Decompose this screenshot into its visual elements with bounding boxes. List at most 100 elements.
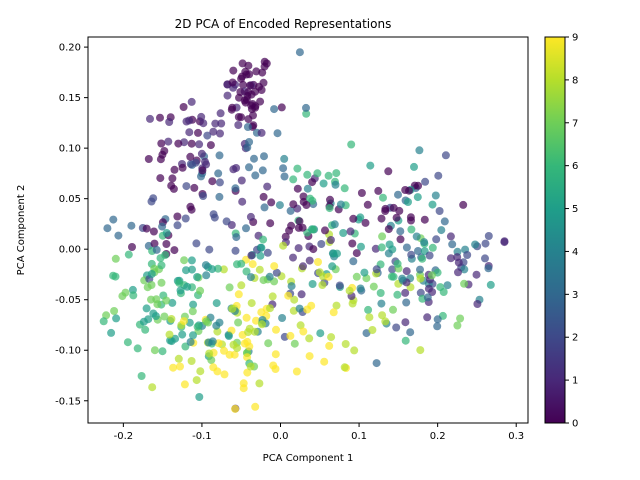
scatter-point <box>325 204 334 213</box>
scatter-point <box>102 311 111 320</box>
scatter-point <box>272 268 281 277</box>
scatter-point <box>401 288 410 297</box>
scatter-point <box>398 274 407 283</box>
scatter-point <box>446 254 455 263</box>
scatter-point <box>233 260 241 269</box>
scatter-point <box>199 192 208 200</box>
scatter-point <box>139 317 148 326</box>
scatter-point <box>381 207 390 215</box>
scatter-point <box>170 246 179 255</box>
scatter-points <box>99 48 509 413</box>
scatter-point <box>158 150 167 159</box>
scatter-point <box>248 260 257 269</box>
scatter-point <box>167 315 176 323</box>
scatter-point <box>270 262 279 271</box>
scatter-point <box>182 182 191 191</box>
scatter-point <box>413 193 422 202</box>
scatter-point <box>216 129 224 138</box>
scatter-point <box>192 239 201 248</box>
scatter-point <box>190 183 199 192</box>
scatter-point <box>164 137 173 146</box>
scatter-point <box>299 192 308 201</box>
scatter-point <box>277 103 286 112</box>
scatter-point <box>157 139 166 148</box>
scatter-point <box>182 117 191 126</box>
scatter-point <box>250 154 258 163</box>
scatter-point <box>186 152 195 161</box>
scatter-point <box>232 164 241 172</box>
scatter-point <box>297 290 306 299</box>
scatter-point <box>273 129 282 138</box>
scatter-point <box>428 243 437 252</box>
scatter-point <box>275 201 284 210</box>
scatter-point <box>239 80 247 89</box>
scatter-point <box>500 238 509 247</box>
scatter-point <box>481 254 489 263</box>
y-axis-ticks: -0.15 -0.10 -0.05 0.00 0.05 0.10 0.15 0.20 <box>55 43 88 407</box>
scatter-point <box>144 155 153 163</box>
scatter-point <box>407 225 416 234</box>
scatter-point <box>234 318 243 327</box>
scatter-point <box>263 182 272 191</box>
scatter-point <box>377 214 386 223</box>
scatter-point <box>303 184 312 193</box>
scatter-point <box>175 278 184 287</box>
scatter-point <box>245 70 254 79</box>
colorbar-tick-label: 5 <box>572 204 578 215</box>
scatter-point <box>406 213 415 222</box>
scatter-point <box>112 314 121 323</box>
scatter-point <box>187 139 196 148</box>
scatter-point <box>384 249 393 258</box>
scatter-point <box>416 346 425 355</box>
scatter-point <box>364 305 373 314</box>
scatter-point <box>428 200 437 209</box>
scatter-point <box>244 115 253 124</box>
scatter-point <box>284 291 293 300</box>
scatter-point <box>352 272 361 281</box>
y-tick-label: 0.10 <box>59 144 81 155</box>
scatter-point <box>263 248 272 257</box>
scatter-point <box>195 140 204 149</box>
scatter-point <box>188 307 197 316</box>
scatter-point <box>239 384 248 393</box>
y-tick-label: 0.05 <box>59 194 81 205</box>
chart-title: 2D PCA of Encoded Representations <box>175 17 392 31</box>
scatter-point <box>179 317 188 326</box>
scatter-point <box>180 256 189 265</box>
scatter-point <box>157 261 166 270</box>
scatter-point <box>313 169 322 178</box>
scatter-point <box>290 339 299 348</box>
scatter-point <box>471 240 480 249</box>
x-tick-label: -0.1 <box>192 431 212 442</box>
scatter-point <box>129 291 138 300</box>
scatter-point <box>385 240 394 249</box>
scatter-point <box>180 380 189 389</box>
scatter-point <box>222 217 231 226</box>
scatter-point <box>481 239 490 248</box>
scatter-point <box>256 251 265 260</box>
scatter-point <box>242 313 251 322</box>
scatter-point <box>360 268 369 277</box>
scatter-point <box>423 313 432 322</box>
scatter-point <box>199 119 208 128</box>
scatter-point <box>264 339 273 348</box>
scatter-point <box>195 393 204 401</box>
scatter-point <box>372 265 381 274</box>
scatter-point <box>416 274 425 283</box>
scatter-point <box>302 201 311 209</box>
scatter-point <box>260 152 268 161</box>
scatter-point <box>340 363 349 372</box>
x-axis-ticks: -0.2 -0.1 0.0 0.1 0.2 0.3 <box>114 423 524 442</box>
x-tick-label: 0.1 <box>351 431 367 442</box>
scatter-point <box>317 240 326 248</box>
y-tick-label: -0.15 <box>55 396 81 407</box>
scatter-point <box>211 119 220 128</box>
scatter-point <box>209 363 218 372</box>
scatter-point <box>333 249 341 258</box>
scatter-point <box>441 151 450 160</box>
scatter-point <box>203 131 212 140</box>
scatter-point <box>228 103 237 112</box>
scatter-point <box>350 346 359 355</box>
scatter-point <box>327 333 336 342</box>
scatter-point <box>178 330 187 339</box>
